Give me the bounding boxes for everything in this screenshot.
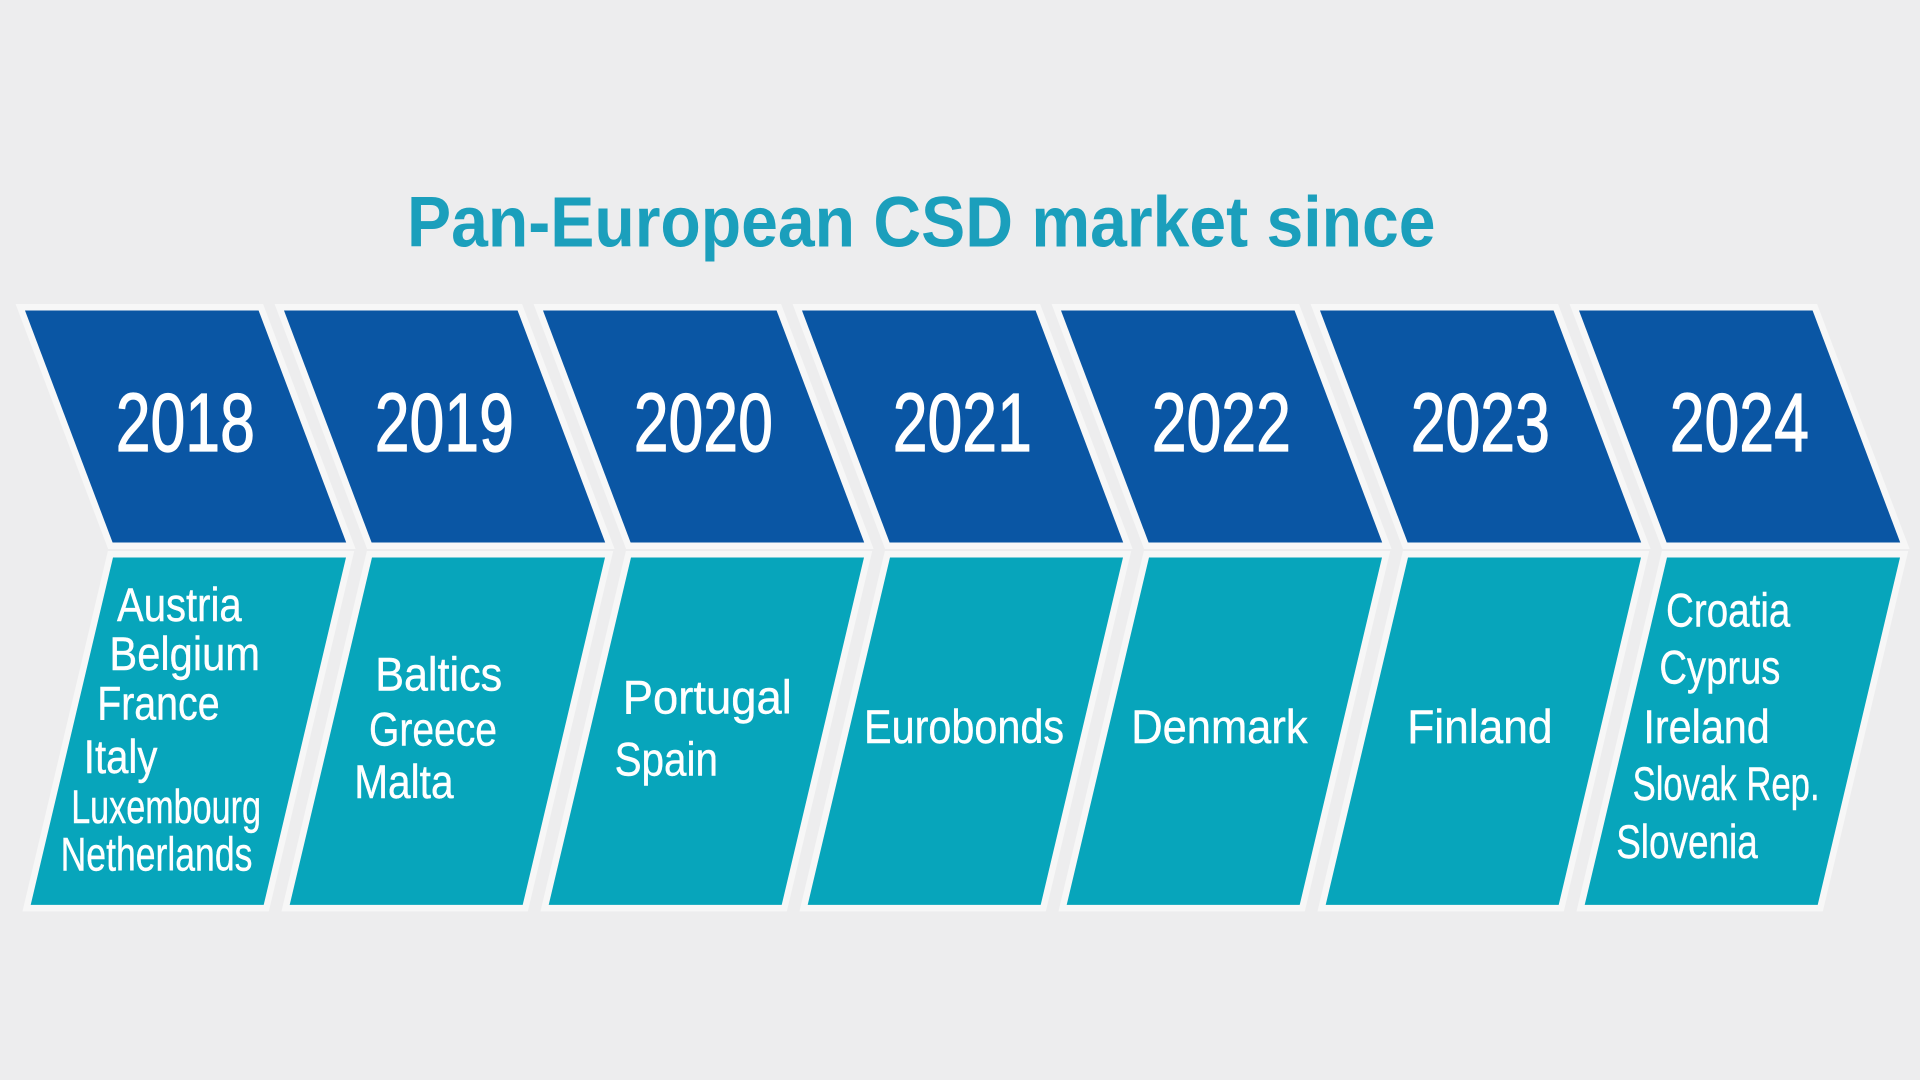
svg-text:Luxembourg: Luxembourg	[71, 780, 261, 833]
svg-text:Italy: Italy	[84, 730, 158, 783]
svg-text:Baltics: Baltics	[375, 647, 502, 700]
svg-text:Eurobonds: Eurobonds	[864, 700, 1064, 753]
svg-text:Malta: Malta	[354, 755, 454, 808]
svg-text:Denmark: Denmark	[1131, 700, 1308, 753]
svg-text:France: France	[97, 676, 219, 729]
svg-text:Ireland: Ireland	[1643, 700, 1769, 753]
svg-text:2021: 2021	[893, 376, 1032, 469]
svg-text:Netherlands: Netherlands	[61, 827, 253, 880]
svg-text:2018: 2018	[116, 376, 255, 469]
svg-text:2022: 2022	[1152, 376, 1291, 469]
svg-text:2019: 2019	[375, 376, 514, 469]
svg-text:Slovak Rep.: Slovak Rep.	[1633, 757, 1820, 810]
svg-text:Finland: Finland	[1407, 700, 1552, 753]
svg-text:Cyprus: Cyprus	[1659, 641, 1780, 694]
svg-text:Greece: Greece	[369, 703, 497, 756]
svg-text:2024: 2024	[1670, 376, 1809, 469]
svg-text:2023: 2023	[1411, 376, 1550, 469]
svg-text:Slovenia: Slovenia	[1616, 815, 1758, 868]
svg-text:2020: 2020	[634, 376, 773, 469]
svg-text:Spain: Spain	[615, 733, 718, 786]
svg-text:Croatia: Croatia	[1666, 584, 1791, 637]
svg-text:Pan-European CSD market since: Pan-European CSD market since	[407, 183, 1436, 262]
svg-text:Belgium: Belgium	[109, 627, 260, 680]
svg-text:Portugal: Portugal	[623, 671, 792, 724]
svg-text:Austria: Austria	[117, 578, 242, 631]
